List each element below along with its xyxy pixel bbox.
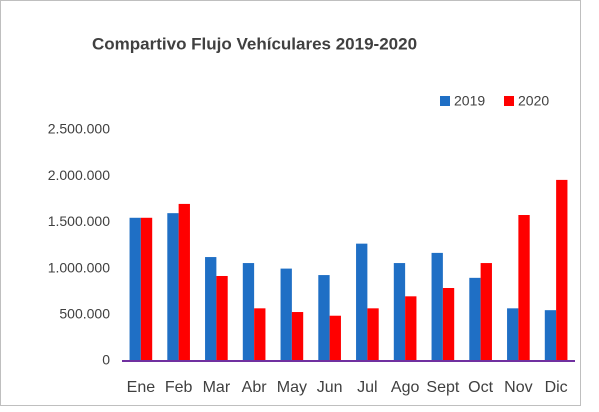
bar [318, 275, 330, 361]
bar [469, 277, 481, 361]
bar [216, 275, 228, 361]
bar [329, 315, 341, 361]
bar [367, 308, 379, 361]
bar [280, 268, 292, 361]
bar [129, 217, 141, 361]
x-tick-label: Oct [468, 379, 493, 396]
x-tick-label: Nov [504, 379, 532, 396]
bar [291, 312, 304, 361]
legend-swatch [504, 96, 514, 106]
chart-title: Compartivo Flujo Vehículares 2019-2020 [92, 34, 417, 53]
bar [507, 308, 519, 361]
bar [178, 203, 190, 361]
bar [518, 215, 530, 361]
y-tick-label: 2.500.000 [48, 121, 110, 137]
legend-label: 2020 [518, 93, 549, 109]
legend-label: 2019 [454, 93, 485, 109]
bar [405, 296, 417, 361]
x-tick-label: Abr [242, 379, 268, 396]
x-tick-label: Jun [317, 379, 343, 396]
x-tick-label: Jul [357, 379, 377, 396]
x-tick-label: Ene [127, 379, 156, 396]
bar [356, 243, 368, 361]
bar [393, 263, 406, 361]
x-tick-label: Dic [545, 379, 568, 396]
bar [140, 217, 153, 361]
bar [167, 213, 179, 361]
x-tick-label: Ago [391, 379, 420, 396]
legend-swatch [440, 96, 450, 106]
bar [254, 308, 266, 361]
bar [242, 263, 255, 361]
bar [431, 252, 443, 361]
bar [556, 179, 568, 361]
y-tick-label: 0 [102, 352, 110, 368]
x-tick-label: Sept [426, 379, 459, 396]
x-tick-label: May [277, 379, 307, 396]
y-tick-label: 500.000 [59, 306, 110, 322]
bar [480, 263, 492, 361]
x-tick-label: Feb [165, 379, 193, 396]
bar [442, 288, 455, 361]
bar [544, 310, 557, 361]
y-tick-label: 2.000.000 [48, 167, 110, 183]
bar [205, 257, 217, 361]
y-tick-label: 1.000.000 [48, 259, 110, 275]
x-tick-label: Mar [203, 379, 231, 396]
y-tick-label: 1.500.000 [48, 213, 110, 229]
